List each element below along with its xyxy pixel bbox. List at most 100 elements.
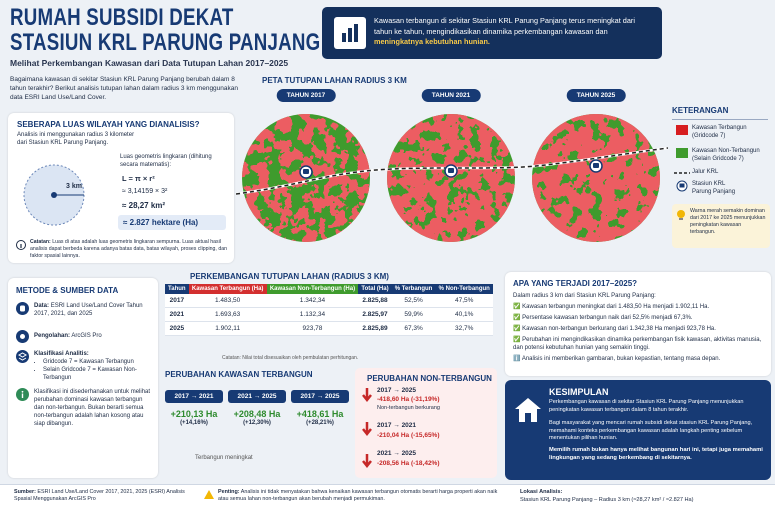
legend-label: Kawasan Terbangun (Gridcode 7) [692, 124, 747, 140]
title-line2: STASIUN KRL PARUNG PANJANG [10, 29, 321, 56]
cell: 2.825,89 [358, 321, 392, 336]
cell: 47,5% [435, 294, 493, 308]
label: Penting: [218, 489, 240, 495]
processing: Pengolahan: ArcGIS Pro [34, 332, 102, 340]
cell: 40,1% [435, 307, 493, 322]
value: -208,56 Ha (-18,42%) [377, 460, 440, 467]
title-line1: RUMAH SUBSIDI DEKAT [10, 4, 234, 31]
text: Stasiun KRL Parung Panjang – Radius 3 km… [520, 496, 694, 503]
cell: 2021 [165, 307, 189, 322]
what-card: APA YANG TERJADI 2017–2025? Dalam radius… [505, 272, 771, 376]
period: 2017 → 2025 [377, 387, 417, 394]
period: 2017 → 2021 [165, 390, 223, 403]
cell: 2.825,97 [358, 307, 392, 322]
built-change: PERUBAHAN KAWASAN TERBANGUN 2017 → 2021 +… [165, 370, 350, 478]
table-note: Catatan: Nilai total disesuaikan oleh pe… [222, 355, 359, 361]
cell: 1.693,63 [188, 307, 267, 322]
text: ESRI Land Use/Land Cover Tahun 2017, 202… [34, 303, 143, 318]
house-icon [515, 398, 541, 422]
down-arrows [362, 388, 372, 469]
classification: Klasifikasi Analitis: Gridcode 7 = Kawas… [34, 350, 154, 382]
what-item: ✅ Kawasan terbangun meningkat dari 1.483… [513, 304, 710, 310]
legend-label: Stasiun KRL [692, 181, 726, 187]
item-text: Analisis ini memberikan gambaran, bukan … [521, 356, 721, 363]
note: Non-terbangun berkurang [377, 405, 440, 411]
legend-sub: (Selain Gridcode 7) [692, 156, 744, 163]
period: 2017 → 2021 [377, 422, 417, 429]
period: 2021 → 2025 [228, 390, 286, 403]
year-label: TAHUN 2025 [566, 89, 626, 102]
callout-body: Kawasan terbangun di sekitar Stasiun KRL… [374, 16, 635, 36]
period: 2017 → 2025 [291, 390, 349, 403]
th: Kawasan Non-Terbangun (Ha) [266, 284, 359, 294]
station [444, 164, 458, 178]
th: Kawasan Terbangun (Ha) [188, 284, 267, 294]
methods-card: METODE & SUMBER DATA Data: ESRI Land Use… [8, 278, 158, 478]
bulb-icon [677, 210, 685, 220]
pct: (+28,21%) [306, 420, 334, 426]
legend-sub: Parung Panjang [692, 189, 736, 196]
footer-warning: Penting: Analisis ini tidak menyatakan b… [218, 489, 508, 504]
label: Pengolahan: [34, 333, 71, 339]
maps-title: PETA TUTUPAN LAHAN RADIUS 3 KM [262, 76, 407, 85]
year-label: TAHUN 2017 [276, 89, 336, 102]
th: Total (Ha) [358, 284, 392, 294]
cell: 67,3% [391, 321, 436, 336]
area-title: SEBERAPA LUAS WILAYAH YANG DIANALISIS? [17, 120, 200, 129]
info-icon [16, 388, 29, 401]
cell: 923,78 [266, 321, 359, 336]
what-item: ✅ Perubahan ini mengindikasikan dinamika… [513, 337, 762, 352]
th: Tahun [165, 284, 189, 294]
change-item: 2017 → 2025 +418,61 Ha (+28,21%) [291, 390, 349, 427]
conclusion-text: Memilih rumah bukan hanya melihat bangun… [549, 447, 763, 461]
map-2021 [387, 114, 515, 242]
footer-location: Lokasi Analisis: Stasiun KRL Parung Panja… [520, 489, 770, 504]
label: Lokasi Analisis: [520, 489, 563, 495]
legend-note: Warna merah semakin dominan dari 2017 ke… [690, 208, 766, 236]
gear-icon [16, 330, 29, 343]
radius-label: 3 km [66, 183, 82, 190]
intro: Bagaimana kawasan di sekitar Stasiun KRL… [10, 76, 238, 101]
legend-label: Kawasan Non-Terbangun [692, 148, 760, 154]
value: -418,60 Ha (-31,19%) [377, 396, 440, 403]
change-item: 2021 → 2025 +208,48 Ha (+12,30%) [228, 390, 286, 427]
built-title: PERUBAHAN KAWASAN TERBANGUN [165, 370, 313, 379]
value: +208,48 Ha [233, 409, 281, 419]
legend-rail [674, 172, 690, 174]
rail-line [236, 147, 668, 195]
built-note: Terbangun meningkat [195, 455, 253, 461]
cell: 52,5% [391, 294, 436, 308]
what-item: ✅ Persentase kawasan terbangun naik dari… [513, 315, 693, 322]
cell: 1.483,50 [188, 294, 267, 308]
text: Analisis ini tidak menyatakan bahwa kena… [218, 489, 498, 503]
table-wrap: Tahun Kawasan Terbangun (Ha) Kawasan Non-T… [165, 284, 493, 336]
area-text: Analisis ini menggunakan radius 3 kilome… [17, 132, 135, 147]
what-title: APA YANG TERJADI 2017–2025? [513, 279, 638, 288]
info-icon [16, 240, 26, 250]
th: % Terbangun [391, 284, 436, 294]
legend-note-box: Warna merah semakin dominan dari 2017 ke… [672, 204, 770, 248]
note-text: Luas di atas adalah luas geometris lingk… [30, 239, 227, 260]
formula-step: ≈ 28,27 km² [122, 201, 166, 210]
legend-label: Kawasan Non-Terbangun (Selain Gridcode 7) [692, 147, 760, 163]
nonbuilt-title: PERUBAHAN NON-TERBANGUN [367, 374, 492, 383]
warning-icon [204, 490, 214, 499]
station [299, 165, 313, 179]
radius-diagram [23, 164, 85, 226]
class-item: Gridcode 7 = Kawasan Terbangun [43, 358, 154, 366]
item-text: Kawasan terbangun meningkat dari 1.483,5… [522, 304, 710, 310]
conclusion-text: Perkembangan kawasan di sekitar Stasiun … [549, 399, 744, 413]
value: -210,04 Ha (-15,65%) [377, 432, 440, 439]
cell: 1.902,11 [188, 321, 267, 336]
conclusion: KESIMPULAN Perkembangan kawasan di sekit… [505, 380, 771, 480]
legend-station [676, 180, 688, 192]
legend: KETERANGAN Kawasan Terbangun (Gridcode 7)… [672, 106, 772, 248]
legend-title: KETERANGAN [672, 106, 729, 115]
formula-step: L = π × r² [122, 174, 155, 183]
area-note: Catatan: Luas di atas adalah luas geomet… [30, 239, 228, 260]
item-text: Kawasan non-terbangun berkurang dari 1.3… [522, 326, 716, 333]
table-title: PERKEMBANGAN TUTUPAN LAHAN (RADIUS 3 KM) [190, 272, 389, 281]
item-text: Perubahan ini mengindikasikan dinamika p… [513, 337, 762, 352]
cell: 2017 [165, 294, 189, 308]
